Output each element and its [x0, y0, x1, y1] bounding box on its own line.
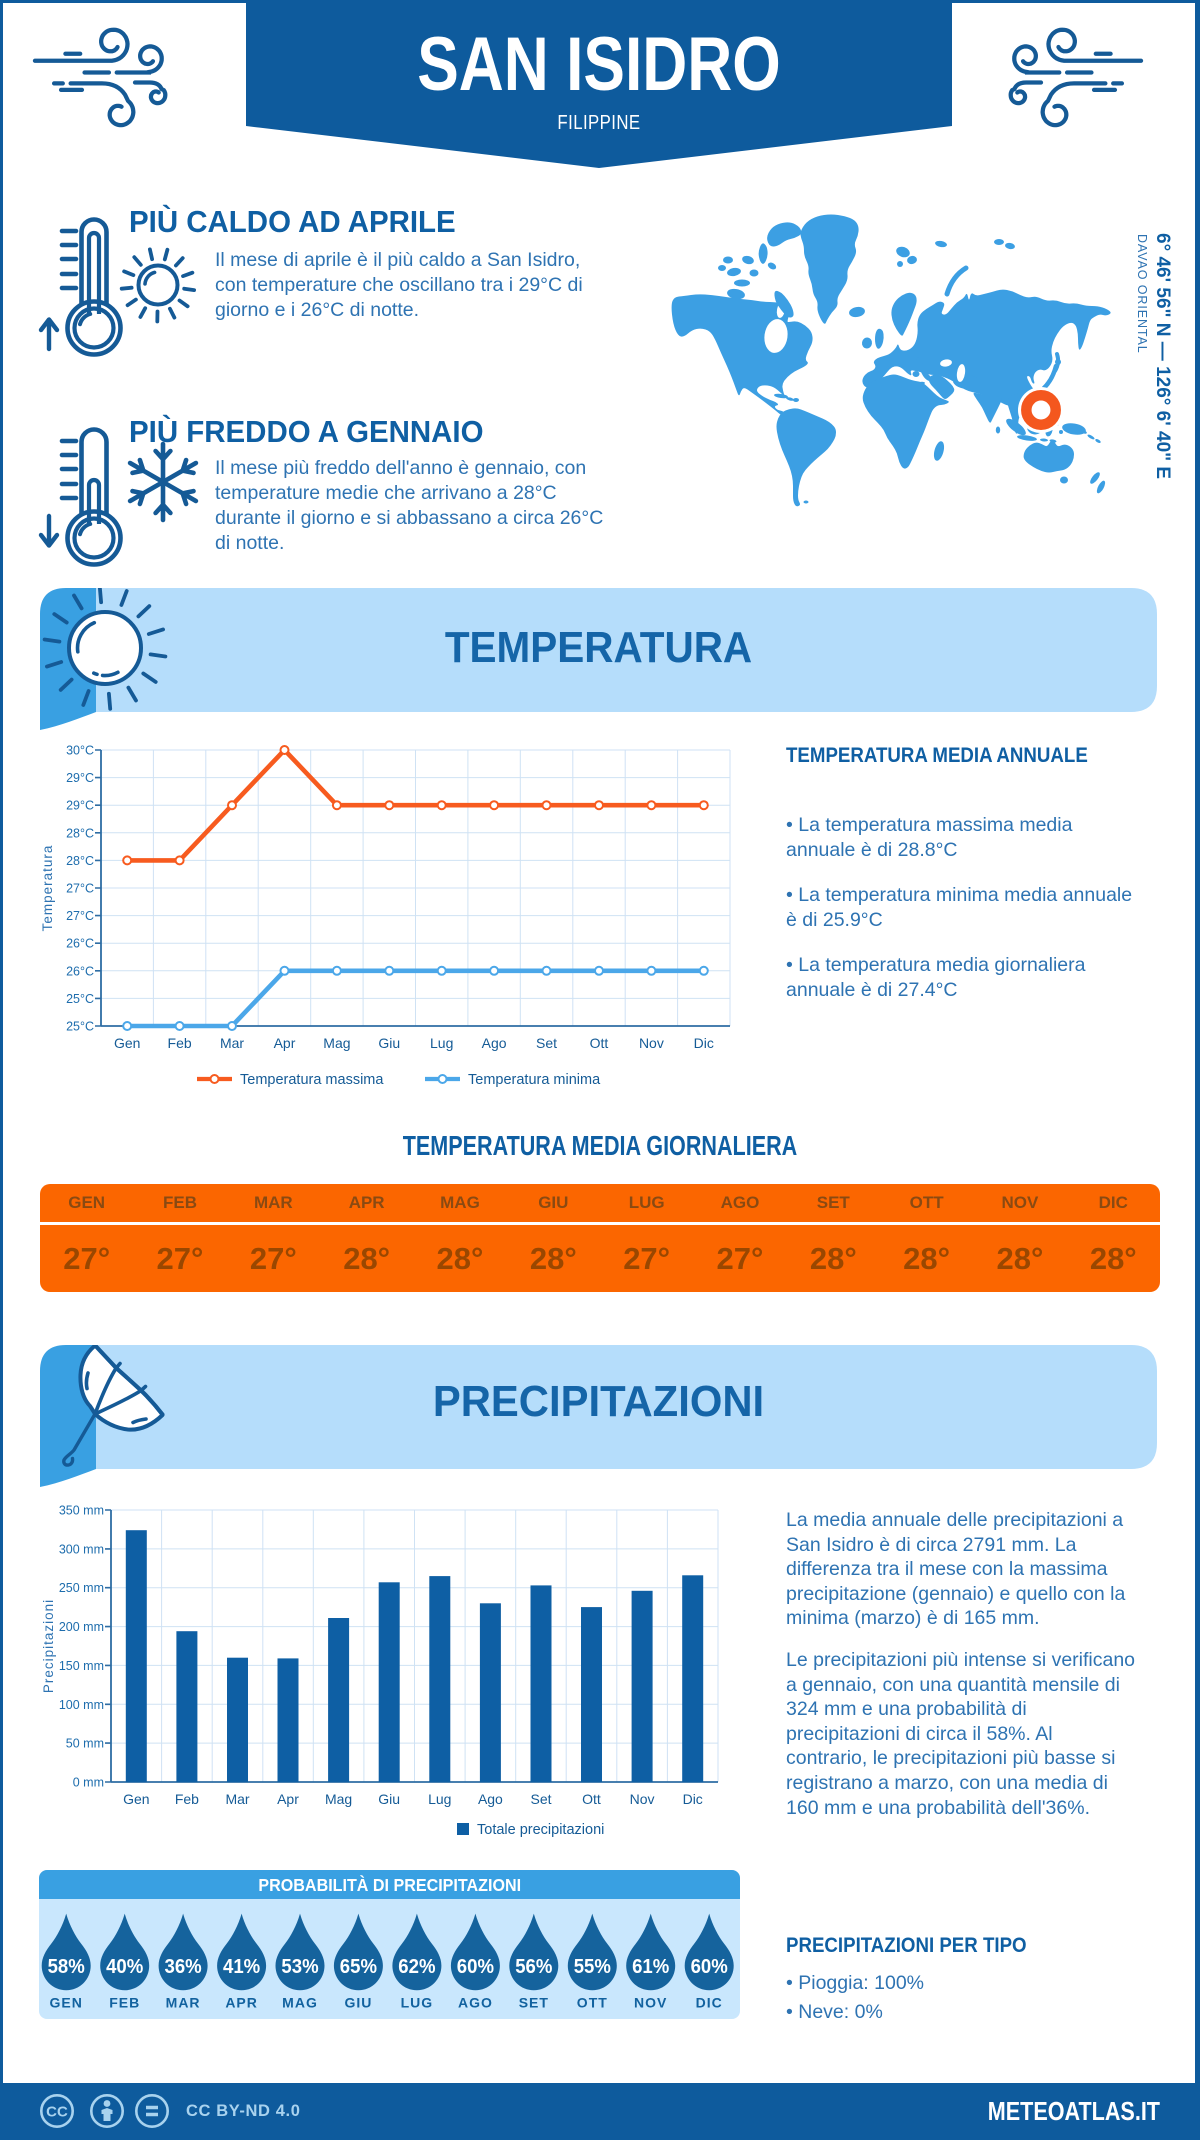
svg-text:GEN: GEN [50, 1994, 83, 2010]
svg-text:Feb: Feb [175, 1791, 199, 1807]
svg-text:28°C: 28°C [66, 854, 94, 868]
svg-text:Nov: Nov [630, 1791, 655, 1807]
svg-text:Apr: Apr [274, 1035, 296, 1051]
svg-text:APR: APR [225, 1994, 258, 2010]
svg-text:GIU: GIU [344, 1994, 372, 2010]
svg-text:60%: 60% [457, 1956, 494, 1978]
svg-text:Mar: Mar [220, 1035, 244, 1051]
svg-text:300 mm: 300 mm [59, 1542, 104, 1556]
svg-text:62%: 62% [398, 1956, 435, 1978]
svg-text:30°C: 30°C [66, 744, 94, 758]
svg-text:NOV: NOV [634, 1994, 667, 2010]
svg-text:150 mm: 150 mm [59, 1659, 104, 1673]
svg-text:65%: 65% [340, 1956, 377, 1978]
svg-text:Lug: Lug [428, 1791, 451, 1807]
svg-text:Giu: Giu [378, 1791, 400, 1807]
svg-text:28°C: 28°C [66, 826, 94, 840]
svg-text:MAR: MAR [166, 1994, 201, 2010]
svg-text:Mag: Mag [325, 1791, 352, 1807]
svg-text:Totale precipitazioni: Totale precipitazioni [477, 1822, 604, 1838]
svg-text:29°C: 29°C [66, 771, 94, 785]
svg-text:Ott: Ott [582, 1791, 601, 1807]
svg-text:25°C: 25°C [66, 1020, 94, 1034]
svg-text:250 mm: 250 mm [59, 1581, 104, 1595]
svg-text:56%: 56% [515, 1956, 552, 1978]
svg-text:100 mm: 100 mm [59, 1698, 104, 1712]
svg-text:CC: CC [46, 2104, 68, 2121]
svg-text:FEB: FEB [109, 1994, 140, 2010]
svg-text:Lug: Lug [430, 1035, 453, 1051]
svg-text:Ago: Ago [482, 1035, 507, 1051]
svg-text:AGO: AGO [458, 1994, 493, 2010]
svg-text:Feb: Feb [168, 1035, 192, 1051]
svg-text:Dic: Dic [683, 1791, 703, 1807]
svg-text:Giu: Giu [378, 1035, 400, 1051]
svg-text:40%: 40% [106, 1956, 143, 1978]
svg-text:55%: 55% [574, 1956, 611, 1978]
svg-text:29°C: 29°C [66, 799, 94, 813]
svg-text:26°C: 26°C [66, 964, 94, 978]
svg-text:200 mm: 200 mm [59, 1620, 104, 1634]
svg-text:26°C: 26°C [66, 937, 94, 951]
svg-text:Temperatura: Temperatura [40, 845, 55, 932]
svg-text:36%: 36% [165, 1956, 202, 1978]
svg-text:Temperatura minima: Temperatura minima [468, 1072, 601, 1088]
svg-text:53%: 53% [281, 1956, 318, 1978]
svg-text:27°C: 27°C [66, 882, 94, 896]
svg-text:SET: SET [519, 1994, 549, 2010]
svg-text:Mar: Mar [225, 1791, 249, 1807]
svg-text:61%: 61% [632, 1956, 669, 1978]
svg-text:Ott: Ott [590, 1035, 609, 1051]
svg-text:25°C: 25°C [66, 992, 94, 1006]
svg-text:LUG: LUG [401, 1994, 434, 2010]
svg-text:60%: 60% [691, 1956, 728, 1978]
svg-text:Apr: Apr [277, 1791, 299, 1807]
svg-text:Nov: Nov [639, 1035, 664, 1051]
svg-text:Precipitazioni: Precipitazioni [41, 1599, 56, 1693]
svg-text:27°C: 27°C [66, 909, 94, 923]
svg-text:41%: 41% [223, 1956, 260, 1978]
svg-text:Mag: Mag [323, 1035, 350, 1051]
svg-text:0 mm: 0 mm [73, 1776, 104, 1790]
svg-text:50 mm: 50 mm [66, 1737, 104, 1751]
svg-text:Set: Set [530, 1791, 551, 1807]
svg-text:MAG: MAG [282, 1994, 318, 2010]
svg-text:Set: Set [536, 1035, 557, 1051]
svg-text:Dic: Dic [694, 1035, 714, 1051]
svg-text:OTT: OTT [577, 1994, 608, 2010]
svg-text:Gen: Gen [114, 1035, 140, 1051]
svg-text:DIC: DIC [696, 1994, 723, 2010]
svg-text:Gen: Gen [123, 1791, 149, 1807]
svg-text:Temperatura massima: Temperatura massima [240, 1072, 384, 1088]
svg-text:Ago: Ago [478, 1791, 503, 1807]
svg-text:350 mm: 350 mm [59, 1504, 104, 1518]
svg-text:58%: 58% [48, 1956, 85, 1978]
